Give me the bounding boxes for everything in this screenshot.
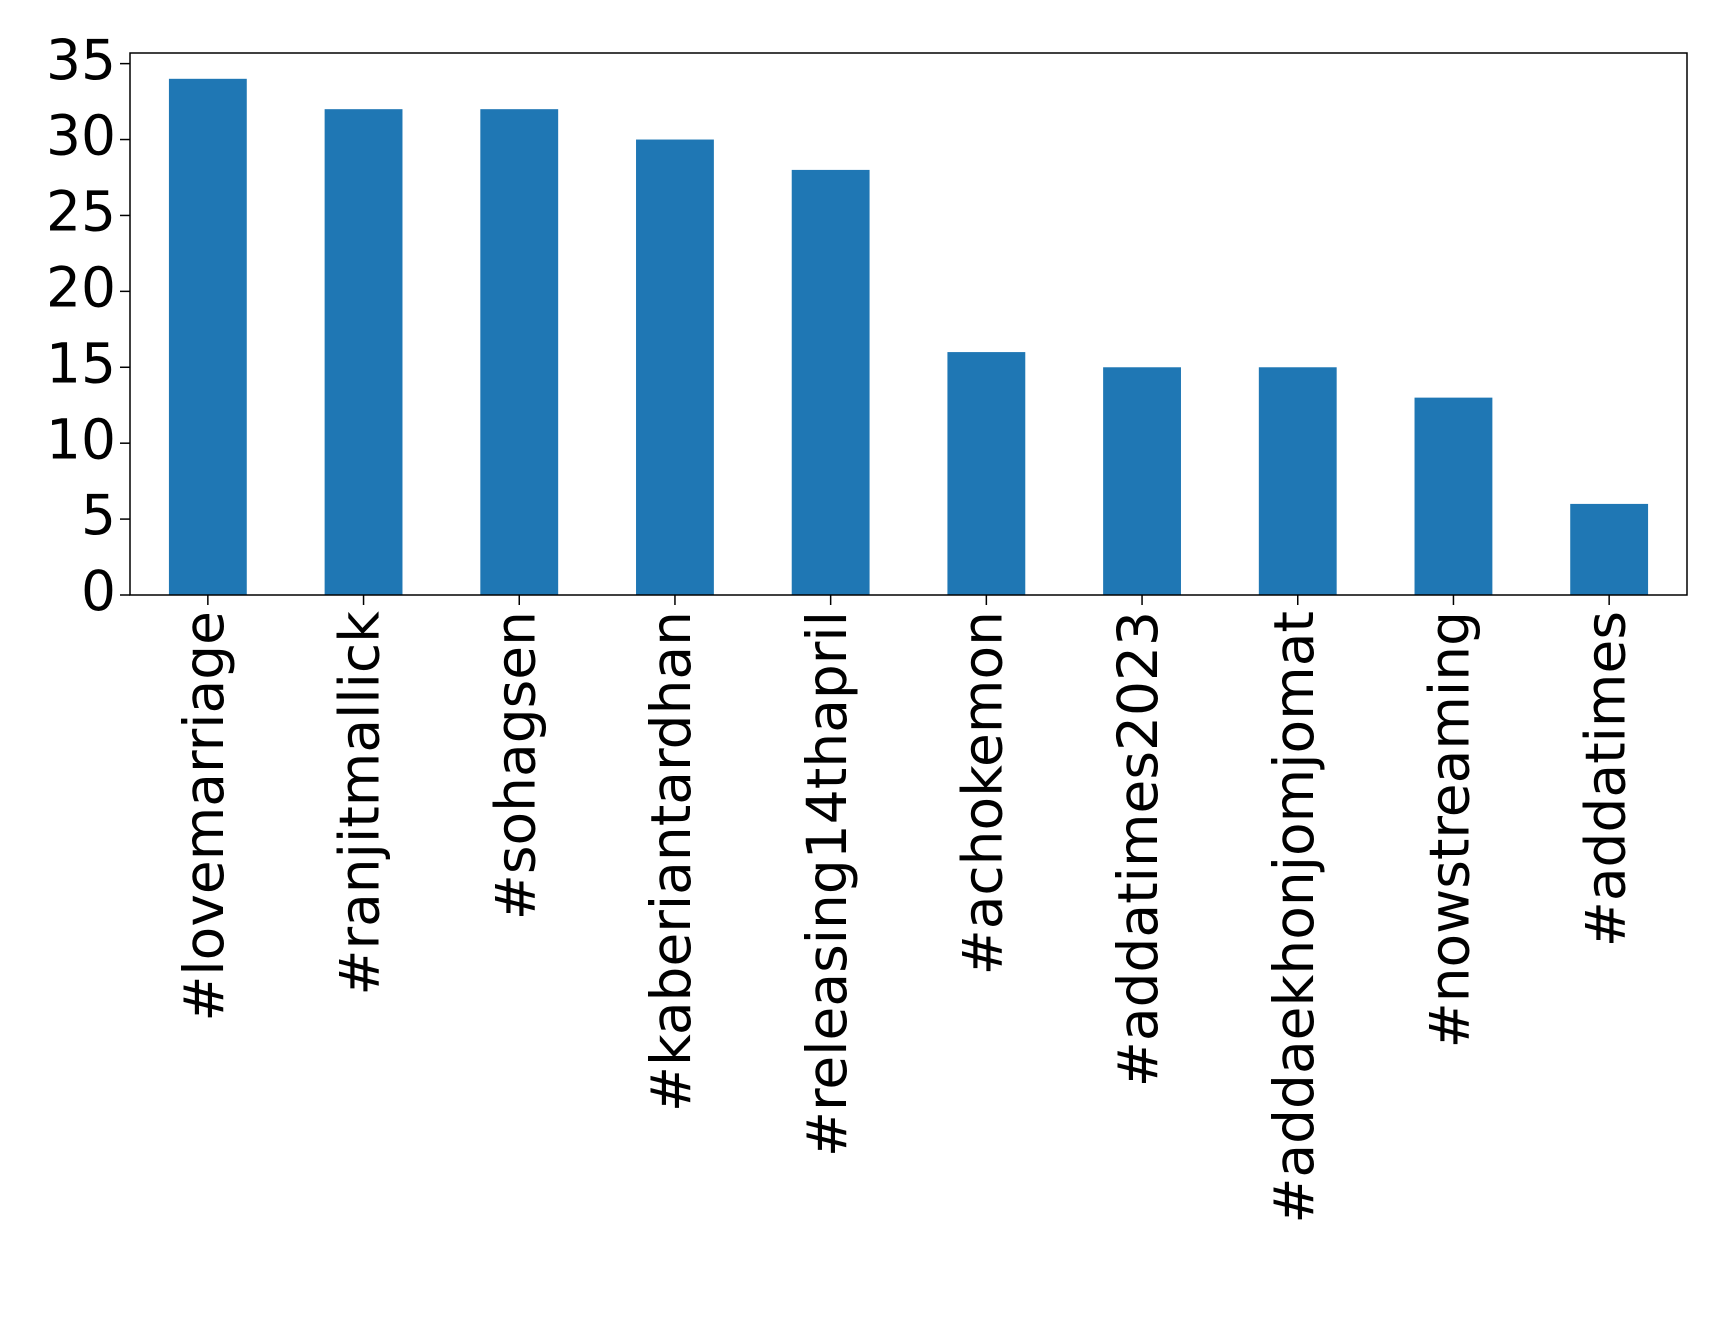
y-tick-label: 30 [46, 104, 116, 168]
y-tick-label: 35 [46, 28, 116, 92]
bar [636, 139, 714, 595]
bar [324, 109, 403, 595]
x-tick-label: #kaberiantardhan [639, 611, 703, 1112]
x-tick-label: #nowstreaming [1418, 611, 1482, 1048]
bar [1103, 367, 1181, 595]
x-tick-label: #ranjitmallick [328, 611, 392, 996]
y-tick-label: 25 [46, 180, 116, 244]
bar [1258, 367, 1337, 595]
bar [480, 109, 559, 595]
y-tick-label: 0 [81, 559, 116, 623]
bar [1570, 503, 1649, 595]
bar [791, 169, 870, 595]
y-tick-label: 10 [46, 407, 116, 471]
x-tick-label: #lovemarriage [172, 611, 236, 1022]
x-tick-label: #addatimes [1573, 611, 1637, 947]
bar [947, 352, 1026, 595]
x-tick-label: #addatimes2023 [1106, 611, 1170, 1087]
x-tick-label: #achokemon [950, 611, 1014, 975]
y-tick-label: 5 [81, 483, 116, 547]
x-tick-label: #releasing14thapril [795, 611, 859, 1157]
y-tick-label: 15 [46, 331, 116, 395]
plot-frame [129, 52, 1688, 596]
x-tick-label: #sohagsen [483, 611, 547, 920]
y-tick-label: 20 [46, 255, 116, 319]
bar [1414, 397, 1493, 595]
x-tick-label: #addaekhonjomjomat [1262, 611, 1326, 1224]
bar [168, 78, 247, 596]
